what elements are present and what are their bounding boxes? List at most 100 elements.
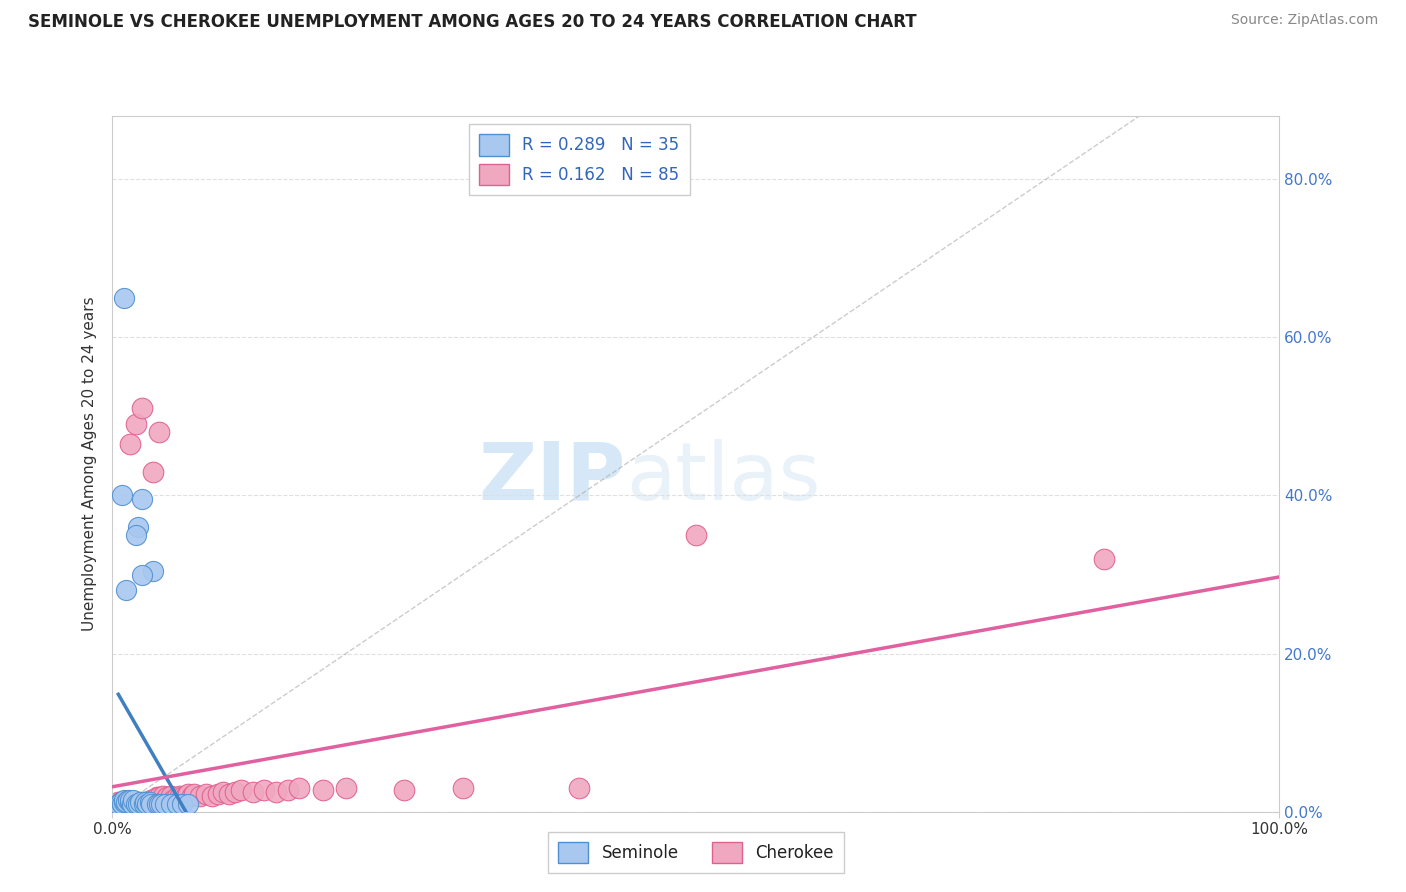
- Point: [194, 788, 217, 801]
- Point: [125, 417, 148, 432]
- Point: [121, 797, 143, 811]
- Point: [112, 795, 135, 809]
- Point: [148, 425, 170, 440]
- Point: [153, 793, 176, 807]
- Point: [311, 782, 333, 797]
- Point: [132, 797, 155, 811]
- Point: [134, 798, 156, 813]
- Point: [122, 797, 145, 811]
- Point: [148, 797, 170, 811]
- Point: [136, 797, 159, 811]
- Point: [117, 798, 139, 813]
- Point: [131, 798, 153, 813]
- Point: [166, 790, 188, 805]
- Point: [111, 488, 134, 502]
- Point: [142, 797, 165, 811]
- Point: [104, 798, 127, 813]
- Point: [136, 798, 159, 813]
- Point: [115, 795, 138, 809]
- Point: [125, 797, 148, 811]
- Point: [160, 797, 183, 811]
- Point: [128, 797, 150, 811]
- Point: [335, 780, 357, 795]
- Point: [131, 795, 153, 809]
- Point: [392, 782, 416, 797]
- Point: [118, 793, 141, 807]
- Point: [142, 465, 165, 479]
- Point: [124, 798, 146, 813]
- Point: [685, 528, 707, 542]
- Point: [145, 795, 167, 809]
- Point: [111, 798, 134, 813]
- Point: [160, 789, 183, 803]
- Point: [131, 401, 153, 416]
- Point: [146, 797, 169, 811]
- Point: [152, 789, 174, 803]
- Point: [150, 793, 173, 807]
- Point: [156, 790, 179, 805]
- Point: [107, 797, 129, 811]
- Point: [139, 797, 162, 811]
- Point: [111, 797, 134, 811]
- Point: [166, 797, 188, 811]
- Point: [118, 795, 141, 809]
- Point: [169, 789, 191, 803]
- Point: [127, 795, 149, 809]
- Point: [112, 291, 135, 305]
- Point: [110, 795, 132, 809]
- Point: [115, 798, 138, 813]
- Point: [172, 790, 194, 805]
- Point: [174, 789, 197, 803]
- Point: [129, 795, 152, 809]
- Point: [201, 789, 224, 803]
- Point: [242, 785, 264, 799]
- Point: [253, 782, 276, 797]
- Point: [183, 788, 205, 801]
- Point: [150, 797, 173, 811]
- Point: [132, 797, 155, 811]
- Point: [134, 795, 156, 809]
- Point: [139, 793, 162, 807]
- Point: [180, 789, 202, 803]
- Point: [218, 788, 240, 801]
- Point: [127, 520, 149, 534]
- Y-axis label: Unemployment Among Ages 20 to 24 years: Unemployment Among Ages 20 to 24 years: [82, 296, 97, 632]
- Point: [172, 797, 194, 811]
- Point: [127, 797, 149, 811]
- Point: [148, 795, 170, 809]
- Point: [131, 567, 153, 582]
- Point: [134, 795, 156, 809]
- Point: [125, 528, 148, 542]
- Point: [207, 788, 229, 801]
- Point: [136, 795, 159, 809]
- Point: [125, 798, 148, 813]
- Point: [105, 797, 128, 811]
- Point: [276, 782, 298, 797]
- Point: [112, 793, 135, 807]
- Text: ZIP: ZIP: [478, 439, 626, 516]
- Point: [107, 798, 129, 813]
- Point: [229, 782, 252, 797]
- Point: [162, 793, 184, 807]
- Point: [146, 790, 169, 805]
- Point: [264, 785, 287, 799]
- Point: [142, 793, 165, 807]
- Point: [148, 790, 170, 805]
- Point: [224, 785, 246, 799]
- Text: SEMINOLE VS CHEROKEE UNEMPLOYMENT AMONG AGES 20 TO 24 YEARS CORRELATION CHART: SEMINOLE VS CHEROKEE UNEMPLOYMENT AMONG …: [28, 13, 917, 31]
- Point: [122, 793, 145, 807]
- Point: [117, 793, 139, 807]
- Point: [120, 797, 142, 811]
- Point: [153, 797, 176, 811]
- Point: [111, 797, 134, 811]
- Point: [118, 437, 141, 451]
- Point: [112, 798, 135, 813]
- Point: [110, 798, 132, 813]
- Point: [112, 795, 135, 809]
- Text: Source: ZipAtlas.com: Source: ZipAtlas.com: [1230, 13, 1378, 28]
- Point: [139, 797, 162, 811]
- Point: [127, 798, 149, 813]
- Point: [115, 583, 138, 598]
- Point: [212, 785, 235, 799]
- Point: [139, 795, 162, 809]
